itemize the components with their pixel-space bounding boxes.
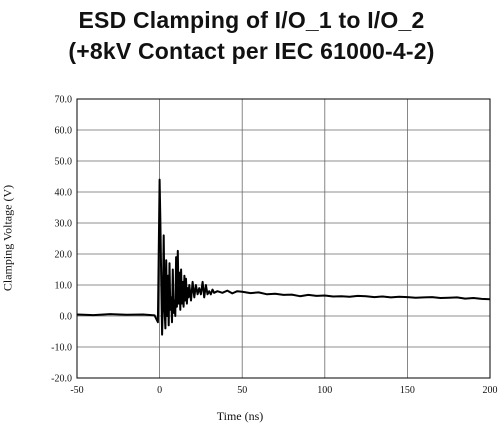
- y-tick-label: 40.0: [55, 188, 73, 199]
- x-tick-label: 150: [400, 385, 415, 396]
- y-tick-label: 50.0: [55, 157, 73, 168]
- y-tick-label: 10.0: [55, 281, 73, 292]
- y-tick-label: 30.0: [55, 219, 73, 230]
- plot-area: [77, 99, 490, 378]
- y-tick-label: 20.0: [55, 250, 73, 261]
- plot-frame: [76, 98, 491, 379]
- x-tick-label: 200: [483, 385, 498, 396]
- x-tick-labels: -50 0 50 100 150 200: [70, 385, 497, 396]
- chart-subtitle: (+8kV Contact per IEC 61000-4-2): [68, 38, 435, 64]
- chart-title: ESD Clamping of I/O_1 to I/O_2: [78, 7, 425, 33]
- clamping-voltage-series: [76, 178, 491, 336]
- y-axis-label: Clamping Voltage (V): [0, 184, 15, 292]
- x-tick-label: -50: [70, 385, 83, 396]
- y-tick-label: -10.0: [51, 343, 72, 354]
- x-tick-label: 50: [237, 385, 247, 396]
- y-tick-labels: 70.0 60.0 50.0 40.0 30.0 20.0 10.0 0.0 -10.0 -20.…: [51, 95, 72, 385]
- y-tick-label: 60.0: [55, 126, 73, 137]
- y-tick-label: -20.0: [51, 374, 72, 385]
- y-tick-label: 70.0: [55, 95, 73, 106]
- y-tick-label: 0.0: [60, 312, 73, 323]
- x-tick-label: 100: [317, 385, 332, 396]
- x-tick-label: 0: [157, 385, 162, 396]
- x-axis-label: Time (ns): [216, 409, 264, 423]
